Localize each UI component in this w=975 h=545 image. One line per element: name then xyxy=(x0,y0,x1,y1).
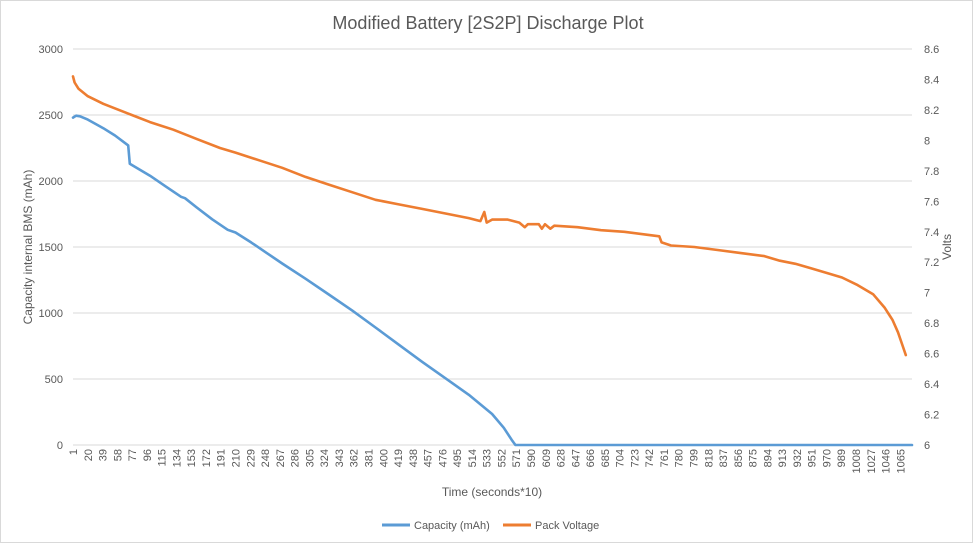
right-tick-label: 6.2 xyxy=(924,410,939,422)
left-axis-ticks: 0 500 1000 1500 2000 2500 3000 xyxy=(39,44,63,452)
x-tick-label: 590 xyxy=(526,449,538,467)
x-tick-label: 115 xyxy=(157,449,169,467)
x-tick-label: 210 xyxy=(231,449,243,467)
left-axis-title: Capacity internal BMS (mAh) xyxy=(21,170,35,325)
x-tick-label: 666 xyxy=(585,449,597,467)
x-tick-label: 552 xyxy=(496,449,508,467)
x-tick-label: 913 xyxy=(777,449,789,467)
x-axis-title: Time (seconds*10) xyxy=(442,485,542,499)
x-tick-label: 172 xyxy=(201,449,213,467)
x-tick-label: 989 xyxy=(836,449,848,467)
x-tick-label: 628 xyxy=(556,449,568,467)
chart-title: Modified Battery [2S2P] Discharge Plot xyxy=(332,13,643,33)
x-tick-label: 514 xyxy=(467,449,479,467)
x-tick-label: 191 xyxy=(216,449,228,467)
right-tick-label: 7.6 xyxy=(924,196,939,208)
x-tick-label: 780 xyxy=(674,449,686,467)
left-tick-label: 500 xyxy=(45,374,63,386)
x-tick-label: 419 xyxy=(393,449,405,467)
right-tick-label: 7 xyxy=(924,288,930,300)
x-tick-label: 362 xyxy=(349,449,361,467)
x-axis-ticks: 1 20 39 58 77 96 115 134 153 172 191 210 229 248 267 28… xyxy=(68,449,907,473)
x-tick-label: 723 xyxy=(629,449,641,467)
x-tick-label: 229 xyxy=(245,449,257,467)
x-tick-label: 20 xyxy=(83,449,95,461)
x-tick-label: 457 xyxy=(423,449,435,467)
x-tick-label: 818 xyxy=(703,449,715,467)
left-tick-label: 1000 xyxy=(39,308,63,320)
x-tick-label: 1046 xyxy=(881,449,893,473)
x-tick-label: 1027 xyxy=(866,449,878,473)
right-tick-label: 8 xyxy=(924,135,930,147)
right-tick-label: 6.4 xyxy=(924,379,939,391)
x-tick-label: 970 xyxy=(821,449,833,467)
x-tick-label: 286 xyxy=(290,449,302,467)
x-tick-label: 96 xyxy=(142,449,154,461)
x-tick-label: 837 xyxy=(718,449,730,467)
gridlines xyxy=(73,48,912,380)
right-tick-label: 7.2 xyxy=(924,257,939,269)
left-tick-label: 1500 xyxy=(39,242,63,254)
series-layer xyxy=(71,75,914,447)
x-tick-label: 1065 xyxy=(895,449,907,473)
x-tick-label: 799 xyxy=(689,449,701,467)
left-tick-label: 2500 xyxy=(39,110,63,122)
x-tick-label: 704 xyxy=(615,449,627,467)
x-tick-label: 476 xyxy=(437,449,449,467)
series-line-pack-voltage xyxy=(71,75,908,357)
legend: Capacity (mAh) Pack Voltage xyxy=(382,520,599,532)
x-tick-label: 894 xyxy=(762,449,774,467)
x-tick-label: 153 xyxy=(186,449,198,467)
x-tick-label: 39 xyxy=(98,449,110,461)
x-tick-label: 571 xyxy=(511,449,523,467)
right-tick-label: 8.4 xyxy=(924,74,939,86)
x-tick-label: 77 xyxy=(127,449,139,461)
right-tick-label: 6 xyxy=(924,440,930,452)
x-tick-label: 856 xyxy=(733,449,745,467)
series-line-capacity xyxy=(71,114,914,447)
right-tick-label: 8.6 xyxy=(924,44,939,56)
x-tick-label: 742 xyxy=(644,449,656,467)
x-tick-label: 685 xyxy=(600,449,612,467)
right-tick-label: 7.4 xyxy=(924,227,939,239)
x-tick-label: 951 xyxy=(807,449,819,467)
x-tick-label: 267 xyxy=(275,449,287,467)
right-axis-ticks: 6 6.2 6.4 6.6 6.8 7 7.2 7.4 7.6 7.8 8 8.2 8.4 8.6 xyxy=(924,44,939,452)
right-axis-title: Volts xyxy=(940,234,954,260)
left-tick-label: 0 xyxy=(57,440,63,452)
x-tick-label: 134 xyxy=(171,449,183,467)
x-tick-label: 324 xyxy=(319,449,331,467)
legend-label: Pack Voltage xyxy=(535,520,599,532)
right-tick-label: 8.2 xyxy=(924,105,939,117)
right-tick-label: 6.6 xyxy=(924,349,939,361)
x-tick-label: 875 xyxy=(748,449,760,467)
right-tick-label: 6.8 xyxy=(924,318,939,330)
x-tick-label: 609 xyxy=(541,449,553,467)
x-tick-label: 248 xyxy=(260,449,272,467)
x-tick-label: 400 xyxy=(378,449,390,467)
x-tick-label: 305 xyxy=(304,449,316,467)
x-tick-label: 381 xyxy=(363,449,375,467)
left-tick-label: 2000 xyxy=(39,176,63,188)
right-tick-label: 7.8 xyxy=(924,166,939,178)
legend-label: Capacity (mAh) xyxy=(414,520,490,532)
x-tick-label: 495 xyxy=(452,449,464,467)
x-tick-label: 647 xyxy=(570,449,582,467)
x-tick-label: 533 xyxy=(482,449,494,467)
x-tick-label: 761 xyxy=(659,449,671,467)
x-tick-label: 343 xyxy=(334,449,346,467)
x-tick-label: 438 xyxy=(408,449,420,467)
x-tick-label: 1 xyxy=(68,449,80,455)
x-tick-label: 58 xyxy=(112,449,124,461)
left-tick-label: 3000 xyxy=(39,44,63,56)
x-tick-label: 1008 xyxy=(851,449,863,473)
x-tick-label: 932 xyxy=(792,449,804,467)
